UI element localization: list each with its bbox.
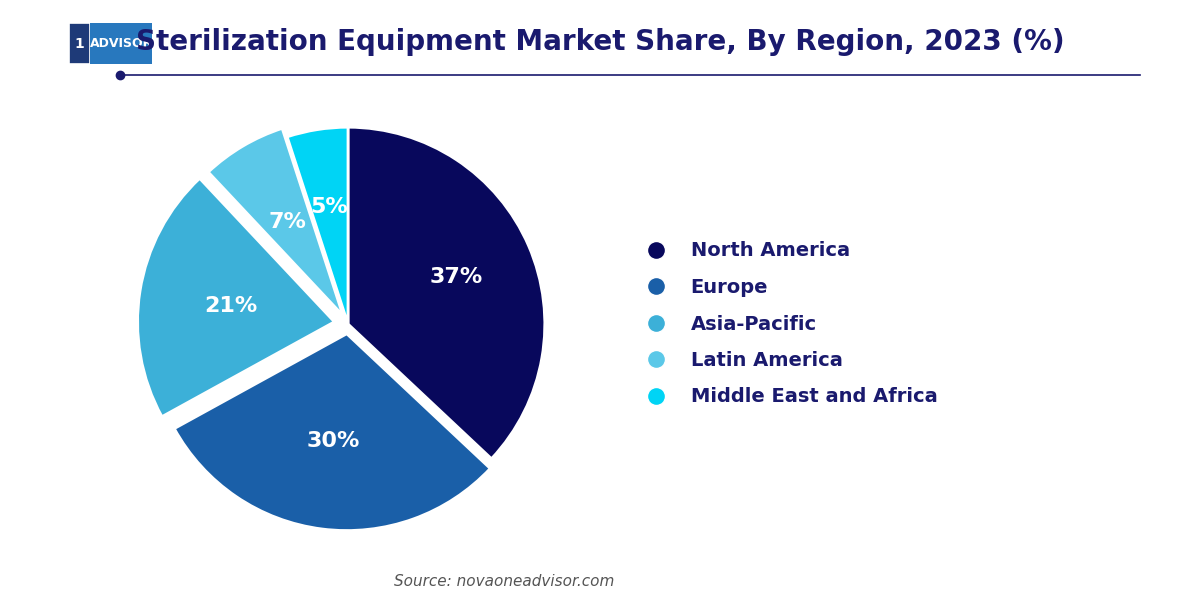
Text: 30%: 30% <box>306 431 360 451</box>
Text: 7%: 7% <box>269 212 307 232</box>
Text: 1: 1 <box>74 37 84 50</box>
FancyBboxPatch shape <box>90 23 152 64</box>
Text: NOVA: NOVA <box>19 37 62 50</box>
Wedge shape <box>209 128 343 316</box>
Text: Source: novaoneadvisor.com: Source: novaoneadvisor.com <box>394 575 614 589</box>
Wedge shape <box>287 127 348 324</box>
Text: 21%: 21% <box>205 296 258 316</box>
FancyBboxPatch shape <box>68 23 90 64</box>
Wedge shape <box>138 178 335 416</box>
Legend: North America, Europe, Asia-Pacific, Latin America, Middle East and Africa: North America, Europe, Asia-Pacific, Lat… <box>629 234 946 414</box>
Wedge shape <box>174 334 491 530</box>
Text: Sterilization Equipment Market Share, By Region, 2023 (%): Sterilization Equipment Market Share, By… <box>136 28 1064 56</box>
Text: 5%: 5% <box>311 197 348 217</box>
Text: ADVISOR: ADVISOR <box>90 37 154 50</box>
Text: 37%: 37% <box>430 267 482 287</box>
Wedge shape <box>348 127 545 459</box>
